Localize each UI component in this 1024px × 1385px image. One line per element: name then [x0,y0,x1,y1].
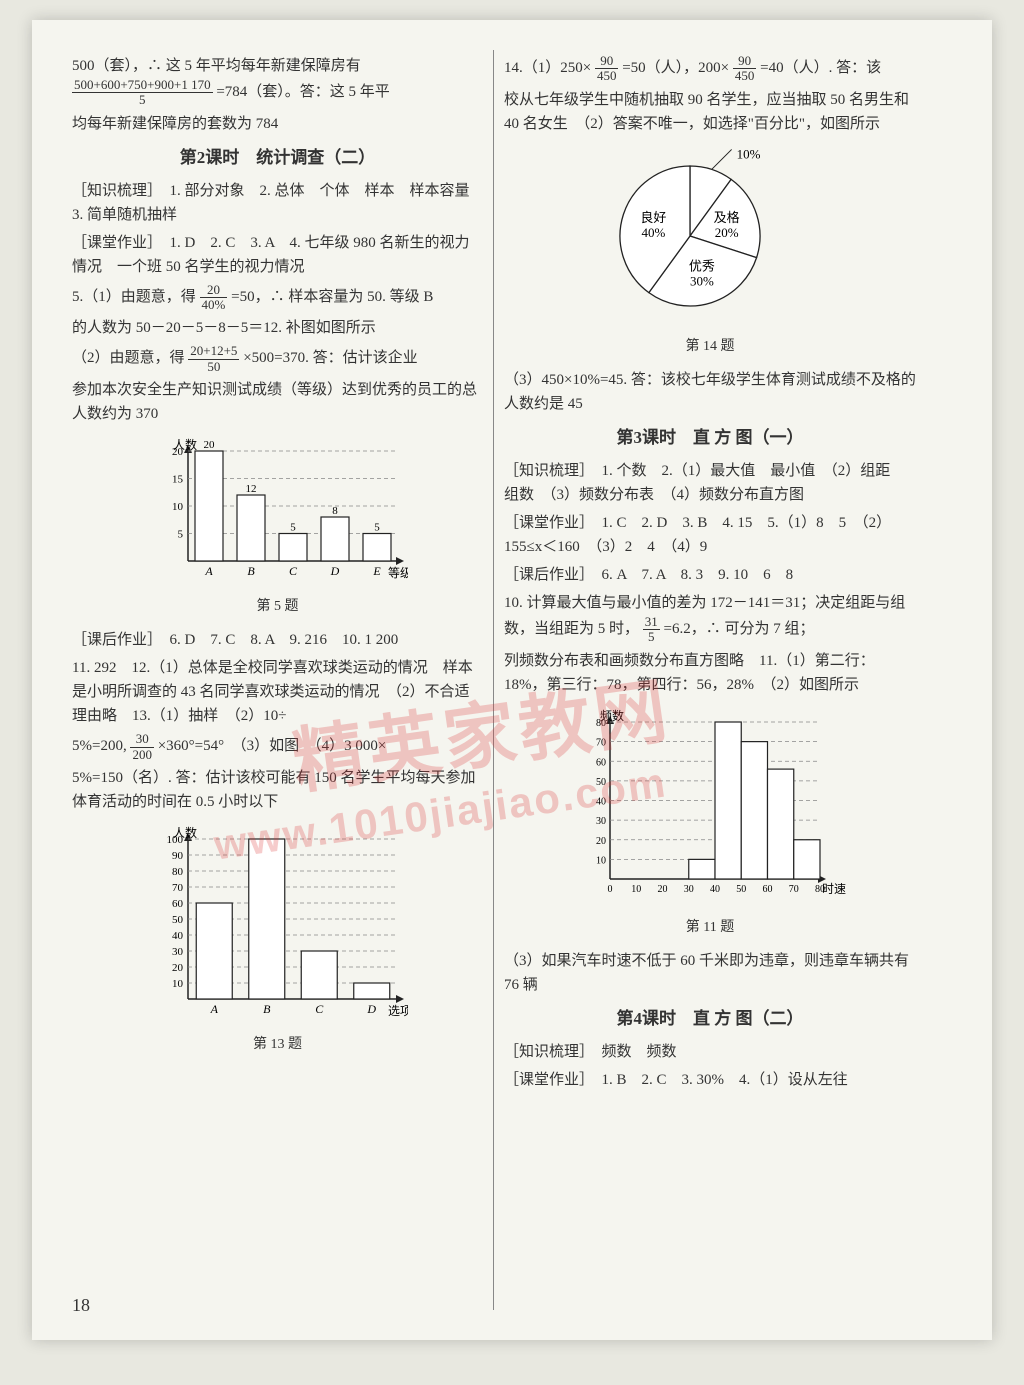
bar-chart-q5: 5101520A20B12C5D8E5人数等级 [148,436,408,586]
fraction: 500+600+750+900+1 170 5 [72,78,213,108]
svg-text:60: 60 [596,757,606,768]
svg-text:15: 15 [172,473,184,485]
svg-text:8: 8 [332,505,338,517]
chart-caption: 第 13 题 [72,1034,483,1056]
text: 14.（1）250× 90 450 =50（人），200× 90 450 =40… [504,54,916,84]
text: 10. 计算最大值与最小值的差为 172－141＝31；决定组距与组数，当组距为… [504,591,916,645]
text: 500（套），∴ 这 5 年平均每年新建保障房有 500+600+750+900… [72,54,483,108]
text: 11. 292 12.（1）总体是全校同学喜欢球类运动的情况 样本是小明所调查的… [72,656,483,728]
fraction: 30 200 [130,732,154,762]
svg-text:人数: 人数 [173,437,197,452]
svg-text:40: 40 [596,796,606,807]
svg-text:70: 70 [789,884,799,895]
chart-caption: 第 5 题 [72,596,483,618]
section-title: 第2课时 统计调查（二） [72,144,483,171]
svg-text:A: A [209,1002,218,1016]
text: （3）450×10%=45. 答：该校七年级学生体育测试成绩不及格的人数约是 4… [504,368,916,416]
right-column: 14.（1）250× 90 450 =50（人），200× 90 450 =40… [494,50,926,1310]
svg-text:时速: 时速 [822,882,846,896]
svg-text:40: 40 [172,930,184,942]
svg-text:良好: 良好 [640,210,666,225]
svg-text:60: 60 [763,884,773,895]
text: 参加本次安全生产知识测试成绩（等级）达到优秀的员工的总人数约为 370 [72,378,483,426]
section-title: 第3课时 直 方 图（一） [504,424,916,451]
text: 均每年新建保障房的套数为 784 [72,112,483,136]
histogram-q11: 102030405060708001020304050607080频数时速 [570,707,850,907]
fraction: 90 450 [595,54,619,84]
svg-text:50: 50 [736,884,746,895]
svg-text:优秀: 优秀 [689,258,715,273]
svg-text:A: A [204,564,213,578]
text: ［知识梳理］ 1. 部分对象 2. 总体 个体 样本 样本容量 3. 简单随机抽… [72,179,483,227]
text: 5%=150（名）. 答：估计该校可能有 150 名学生平均每天参加体育活动的时… [72,766,483,814]
text: （2）由题意，得 20+12+5 50 ×500=370. 答：估计该企业 [72,344,483,374]
svg-text:10: 10 [596,855,606,866]
svg-text:D: D [366,1002,376,1016]
svg-text:30%: 30% [690,273,714,288]
svg-text:20: 20 [658,884,668,895]
chart-caption: 第 11 题 [504,917,916,939]
text: ［课堂作业］ 1. B 2. C 3. 30% 4.（1）设从左往 [504,1068,916,1092]
svg-text:12: 12 [245,483,256,495]
svg-text:0: 0 [608,884,613,895]
bar-chart-q13: 102030405060708090100ABCD人数选项 [148,824,408,1024]
svg-text:10: 10 [631,884,641,895]
page: 500（套），∴ 这 5 年平均每年新建保障房有 500+600+750+900… [32,20,992,1340]
text: 校从七年级学生中随机抽取 90 名学生，应当抽取 50 名男生和 40 名女生 … [504,88,916,136]
svg-text:B: B [247,564,255,578]
section-title: 第4课时 直 方 图（二） [504,1005,916,1032]
fraction: 20 40% [200,283,228,313]
svg-text:人数: 人数 [173,825,197,840]
svg-text:C: C [288,564,297,578]
svg-text:等级: 等级 [388,566,408,580]
svg-text:30: 30 [172,946,184,958]
svg-text:选项: 选项 [388,1004,408,1018]
pie-chart-q14: 及格20%优秀30%良好40%不及格10% [580,146,840,326]
left-column: 500（套），∴ 这 5 年平均每年新建保障房有 500+600+750+900… [62,50,494,1310]
text: 列频数分布表和画频数分布直方图略 11.（1）第二行：18%，第三行：78，第四… [504,649,916,697]
svg-text:70: 70 [172,882,184,894]
text: 的人数为 50－20－5－8－5＝12. 补图如图所示 [72,316,483,340]
svg-text:30: 30 [684,884,694,895]
svg-text:90: 90 [172,850,184,862]
svg-text:20: 20 [203,439,215,451]
text: ［知识梳理］ 频数 频数 [504,1040,916,1064]
chart-caption: 第 14 题 [504,336,916,358]
fraction: 31 5 [643,615,660,645]
text: 5.（1）由题意，得 20 40% =50，∴ 样本容量为 50. 等级 B [72,283,483,313]
svg-text:10: 10 [172,501,184,513]
svg-text:E: E [372,564,381,578]
text: ［课后作业］ 6. A 7. A 8. 3 9. 10 6 8 [504,563,916,587]
svg-text:5: 5 [177,528,183,540]
svg-text:20: 20 [172,962,184,974]
svg-text:5: 5 [374,521,380,533]
page-number: 18 [72,1291,90,1320]
svg-text:30: 30 [596,816,606,827]
svg-text:40: 40 [710,884,720,895]
text: ［课堂作业］ 1. D 2. C 3. A 4. 七年级 980 名新生的视力情… [72,231,483,279]
svg-text:20%: 20% [715,225,739,240]
svg-text:60: 60 [172,898,184,910]
fraction: 20+12+5 50 [188,344,239,374]
svg-text:频数: 频数 [600,708,624,723]
text: ［课后作业］ 6. D 7. C 8. A 9. 216 10. 1 200 [72,628,483,652]
svg-text:50: 50 [596,777,606,788]
svg-text:10: 10 [172,978,184,990]
text: （3）如果汽车时速不低于 60 千米即为违章，则违章车辆共有 76 辆 [504,949,916,997]
text: ［课堂作业］ 1. C 2. D 3. B 4. 15 5.（1）8 5 （2）… [504,511,916,559]
svg-text:D: D [329,564,339,578]
svg-text:50: 50 [172,914,184,926]
svg-text:40%: 40% [641,225,665,240]
svg-text:B: B [263,1002,271,1016]
svg-text:20: 20 [596,836,606,847]
svg-text:C: C [315,1002,324,1016]
fraction: 90 450 [733,54,757,84]
svg-text:5: 5 [290,521,296,533]
text: ［知识梳理］ 1. 个数 2.（1）最大值 最小值 （2）组距 组数 （3）频数… [504,459,916,507]
svg-text:80: 80 [172,866,184,878]
text: 5%=200, 30 200 ×360°=54° （3）如图 （4）3 000× [72,732,483,762]
svg-text:10%: 10% [737,146,761,161]
svg-text:70: 70 [596,737,606,748]
svg-text:及格: 及格 [714,210,740,225]
